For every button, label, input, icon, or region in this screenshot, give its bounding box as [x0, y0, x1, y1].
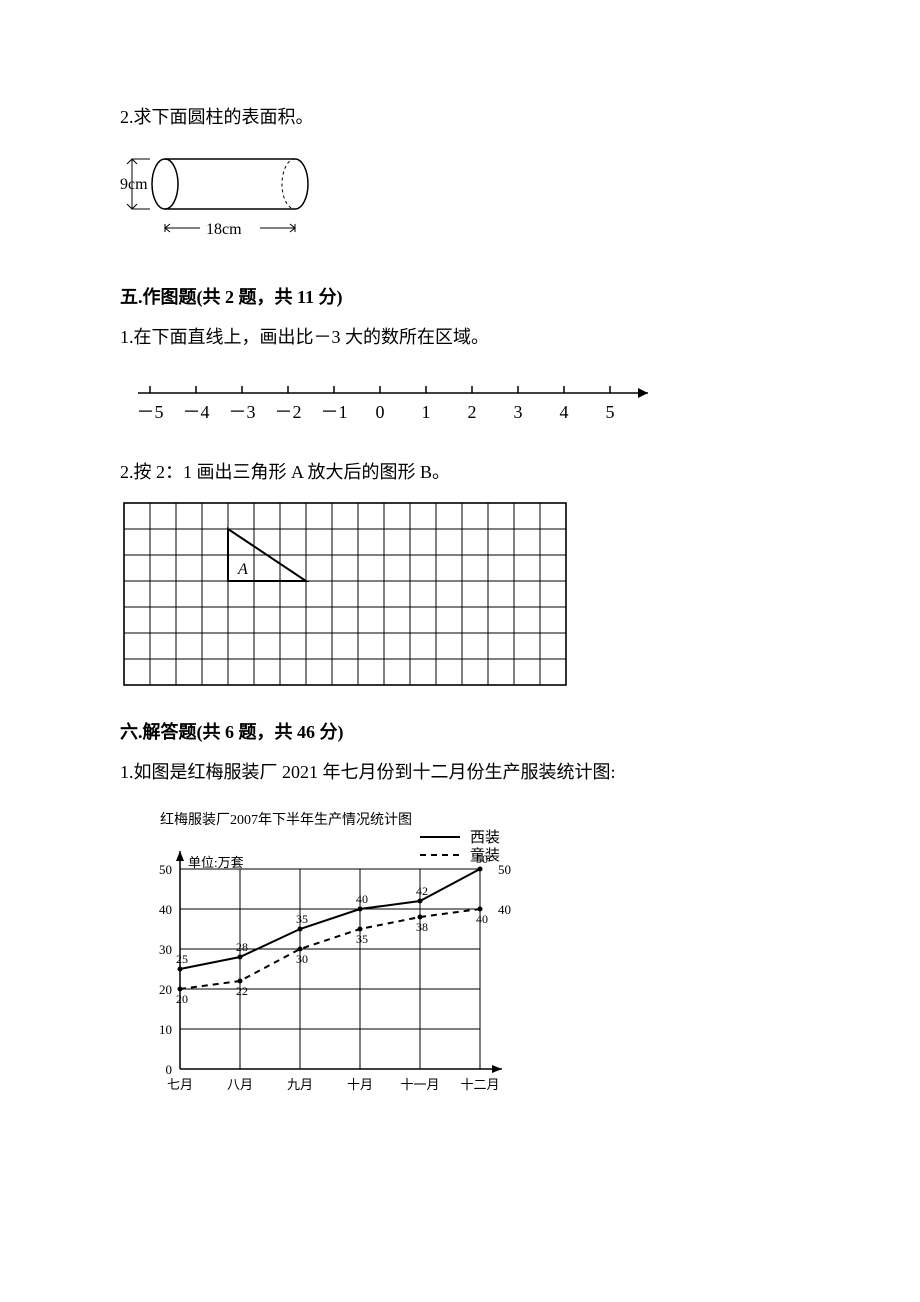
number-line-svg: －5 －4 －3 －2 －1 0 1 2 3 4 5 — [120, 365, 680, 435]
svg-text:－1: －1 — [321, 402, 348, 422]
sec5-q2-label: 2.按 2：1 画出三角形 A 放大后的图形 B。 — [120, 455, 800, 489]
svg-text:5: 5 — [606, 402, 615, 422]
svg-text:单位:万套: 单位:万套 — [188, 855, 244, 870]
line-chart-svg: 红梅服装厂2007年下半年生产情况统计图西装童装单位:万套01020304050… — [120, 799, 550, 1119]
svg-text:30: 30 — [296, 952, 308, 966]
svg-text:20: 20 — [159, 982, 172, 997]
svg-text:十二月: 十二月 — [460, 1077, 499, 1092]
sec5-q1-figure: －5 －4 －3 －2 －1 0 1 2 3 4 5 — [120, 365, 800, 435]
svg-text:3: 3 — [514, 402, 523, 422]
svg-text:25: 25 — [176, 952, 188, 966]
svg-text:35: 35 — [356, 932, 368, 946]
svg-text:十一月: 十一月 — [400, 1077, 439, 1092]
svg-text:0: 0 — [166, 1062, 173, 1077]
svg-text:1: 1 — [422, 402, 431, 422]
sec6-q1-label: 1.如图是红梅服装厂 2021 年七月份到十二月份生产服装统计图: — [120, 755, 800, 789]
svg-text:0: 0 — [376, 402, 385, 422]
svg-text:－5: －5 — [137, 402, 164, 422]
sec5-q2-figure: A — [120, 499, 800, 689]
svg-text:42: 42 — [416, 884, 428, 898]
svg-text:22: 22 — [236, 984, 248, 998]
svg-text:西装: 西装 — [470, 829, 500, 846]
svg-text:10: 10 — [159, 1022, 172, 1037]
svg-text:28: 28 — [236, 940, 248, 954]
svg-text:A: A — [237, 561, 248, 578]
svg-text:2: 2 — [468, 402, 477, 422]
svg-text:30: 30 — [159, 942, 172, 957]
cylinder-svg: 9cm 18cm — [120, 144, 350, 254]
svg-text:－2: －2 — [275, 402, 302, 422]
svg-text:红梅服装厂2007年下半年生产情况统计图: 红梅服装厂2007年下半年生产情况统计图 — [160, 812, 412, 828]
sec5-heading: 五.作图题(共 2 题，共 11 分) — [120, 280, 800, 314]
sec5-q1-label: 1.在下面直线上，画出比－3 大的数所在区域。 — [120, 320, 800, 354]
svg-text:40: 40 — [159, 902, 172, 917]
q2-figure: 9cm 18cm — [120, 144, 800, 254]
triangle-grid-svg: A — [120, 499, 580, 689]
svg-text:九月: 九月 — [287, 1077, 313, 1092]
svg-text:50: 50 — [159, 862, 172, 877]
svg-text:38: 38 — [416, 920, 428, 934]
sec6-heading: 六.解答题(共 6 题，共 46 分) — [120, 715, 800, 749]
svg-text:40: 40 — [498, 902, 511, 917]
svg-text:50: 50 — [476, 852, 488, 866]
svg-text:35: 35 — [296, 912, 308, 926]
svg-text:40: 40 — [356, 892, 368, 906]
svg-text:八月: 八月 — [227, 1077, 253, 1092]
svg-text:50: 50 — [498, 862, 511, 877]
svg-text:40: 40 — [476, 912, 488, 926]
svg-text:七月: 七月 — [167, 1077, 193, 1092]
q2-label: 2.求下面圆柱的表面积。 — [120, 100, 800, 134]
svg-text:十月: 十月 — [347, 1077, 373, 1092]
svg-text:20: 20 — [176, 992, 188, 1006]
cyl-l-label: 18cm — [206, 221, 242, 238]
cyl-h-label: 9cm — [120, 176, 148, 193]
svg-text:4: 4 — [560, 402, 569, 422]
svg-text:－4: －4 — [183, 402, 210, 422]
svg-text:－3: －3 — [229, 402, 256, 422]
sec6-q1-figure: 红梅服装厂2007年下半年生产情况统计图西装童装单位:万套01020304050… — [120, 799, 800, 1119]
